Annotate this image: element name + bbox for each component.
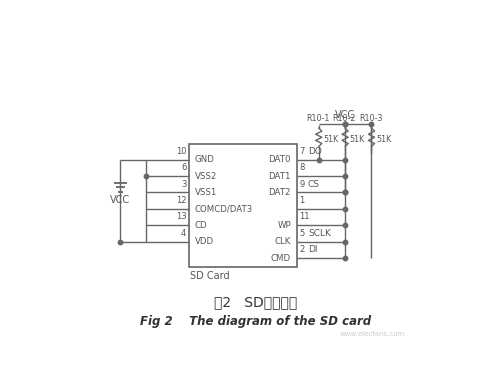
Bar xyxy=(189,144,297,267)
Text: WP: WP xyxy=(277,221,291,230)
Text: SD Card: SD Card xyxy=(190,271,230,281)
Text: CMD: CMD xyxy=(271,254,291,263)
Text: 10: 10 xyxy=(176,147,186,156)
Text: VSS1: VSS1 xyxy=(195,188,217,197)
Text: R10-3: R10-3 xyxy=(359,113,382,123)
Text: 5: 5 xyxy=(299,229,305,238)
Text: 7: 7 xyxy=(299,147,305,156)
Text: R10-2: R10-2 xyxy=(333,113,356,123)
Text: 1: 1 xyxy=(299,196,305,205)
Text: VCC: VCC xyxy=(111,195,130,205)
Text: DI: DI xyxy=(308,245,317,254)
Text: R10-1: R10-1 xyxy=(306,113,330,123)
Text: 9: 9 xyxy=(299,180,305,188)
Text: 13: 13 xyxy=(176,212,186,221)
Text: DO: DO xyxy=(308,147,322,156)
Text: VCC: VCC xyxy=(335,110,355,120)
Text: www.elecfans.com: www.elecfans.com xyxy=(340,331,405,337)
Text: 3: 3 xyxy=(181,180,186,188)
Text: DAT0: DAT0 xyxy=(268,155,291,164)
Text: 6: 6 xyxy=(181,163,186,172)
Text: CLK: CLK xyxy=(274,237,291,246)
Text: 8: 8 xyxy=(299,163,305,172)
Text: COMCD/DAT3: COMCD/DAT3 xyxy=(195,204,253,213)
Text: 12: 12 xyxy=(176,196,186,205)
Text: SCLK: SCLK xyxy=(308,229,331,238)
Text: DAT2: DAT2 xyxy=(268,188,291,197)
Text: GND: GND xyxy=(195,155,215,164)
Text: 2: 2 xyxy=(299,245,305,254)
Text: 图2   SD卡原理图: 图2 SD卡原理图 xyxy=(214,295,297,309)
Text: 51K: 51K xyxy=(376,135,391,144)
Text: CS: CS xyxy=(308,180,320,188)
Text: VSS2: VSS2 xyxy=(195,171,217,181)
Text: Fig 2    The diagram of the SD card: Fig 2 The diagram of the SD card xyxy=(139,315,371,328)
Text: 51K: 51K xyxy=(350,135,365,144)
Text: 4: 4 xyxy=(181,229,186,238)
Text: VDD: VDD xyxy=(195,237,214,246)
Text: 51K: 51K xyxy=(323,135,339,144)
Text: CD: CD xyxy=(195,221,207,230)
Text: DAT1: DAT1 xyxy=(268,171,291,181)
Text: 11: 11 xyxy=(299,212,310,221)
